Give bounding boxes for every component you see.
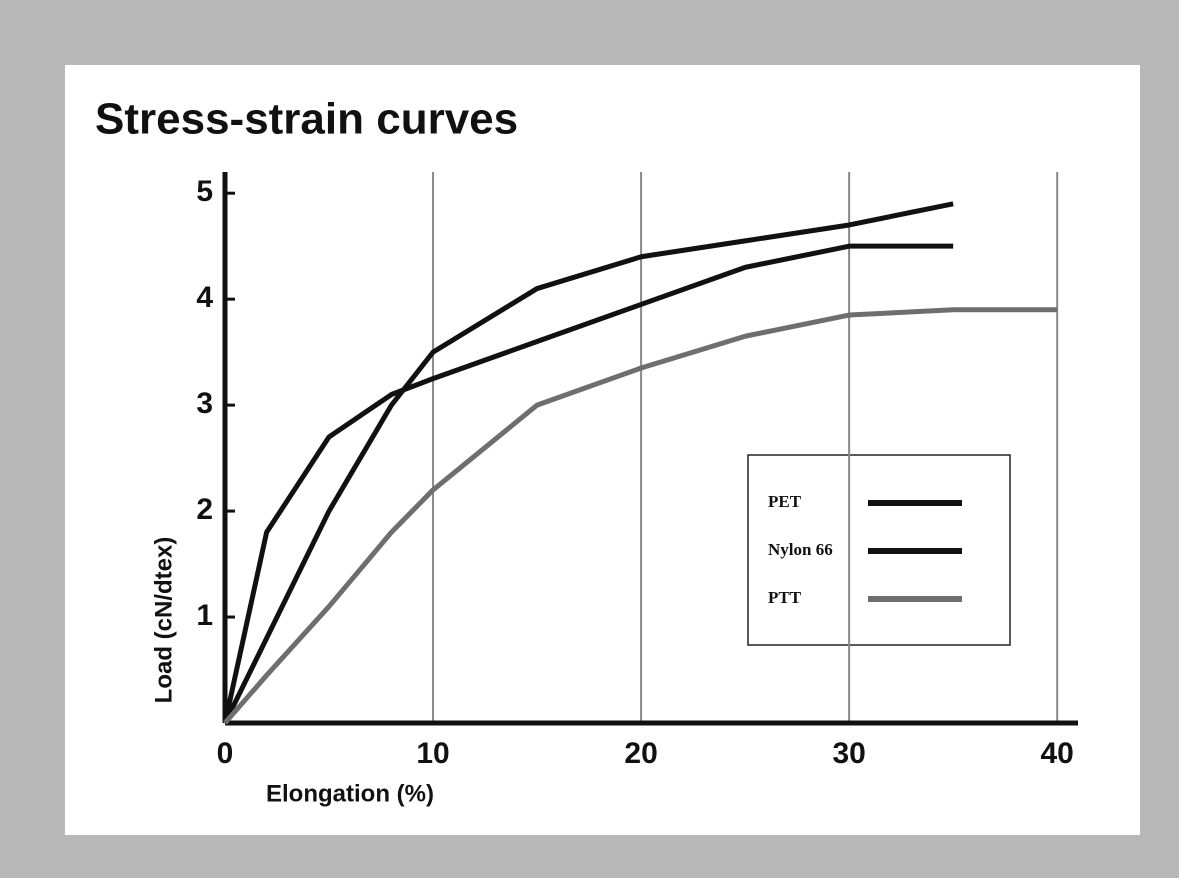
y-tick-label: 5 bbox=[196, 175, 213, 208]
slide bbox=[65, 65, 1140, 835]
chart-title: Stress-strain curves bbox=[95, 95, 518, 144]
y-axis-label: Load (cN/dtex) bbox=[150, 537, 177, 704]
series-line bbox=[222, 243, 954, 724]
y-tick-label: 4 bbox=[196, 281, 213, 314]
y-tick-label: 1 bbox=[196, 599, 213, 632]
series-line bbox=[223, 307, 1058, 725]
x-tick-label: 0 bbox=[217, 737, 234, 770]
x-axis-label: Elongation (%) bbox=[266, 780, 434, 807]
y-tick-label: 3 bbox=[196, 387, 213, 420]
series-line bbox=[222, 201, 954, 725]
legend-label: PTT bbox=[768, 588, 802, 607]
x-tick-label: 40 bbox=[1041, 737, 1074, 770]
y-tick-label: 2 bbox=[196, 493, 213, 526]
x-tick-label: 10 bbox=[416, 737, 449, 770]
legend-label: Nylon 66 bbox=[768, 540, 833, 559]
legend-label: PET bbox=[768, 492, 802, 511]
x-tick-label: 20 bbox=[624, 737, 657, 770]
x-tick-label: 30 bbox=[832, 737, 865, 770]
